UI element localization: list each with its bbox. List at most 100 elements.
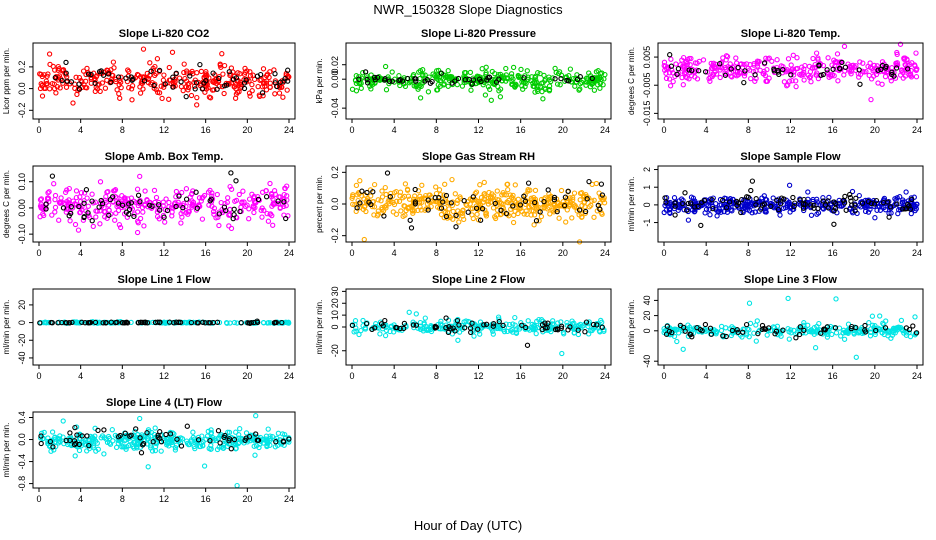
data-point [707, 212, 713, 218]
data-point [847, 191, 853, 198]
data-point [498, 207, 504, 213]
data-point [382, 317, 388, 324]
data-point [742, 68, 748, 74]
x-tick-label: 24 [284, 248, 294, 258]
data-point [774, 197, 780, 203]
data-point [74, 432, 80, 438]
data-point [483, 211, 489, 217]
data-point [512, 314, 518, 321]
data-point [150, 439, 156, 445]
data-point [477, 217, 484, 223]
x-tick-label: 4 [704, 371, 709, 381]
data-point [532, 187, 539, 194]
data-point [717, 74, 723, 81]
data-point [118, 74, 124, 80]
data-point [510, 219, 517, 226]
data-point [448, 326, 454, 332]
data-point [582, 204, 588, 210]
data-point [415, 86, 421, 92]
data-point [140, 441, 147, 447]
data-point [895, 324, 902, 330]
data-point [101, 427, 107, 433]
data-point [833, 296, 839, 302]
data-point [735, 200, 742, 206]
data-point [171, 431, 177, 437]
y-tick-label: -40 [642, 355, 652, 368]
data-point [356, 76, 362, 82]
data-point [52, 192, 59, 199]
data-point [230, 76, 237, 82]
data-point [867, 60, 873, 66]
data-point [801, 77, 807, 83]
data-point [117, 95, 123, 101]
data-point [254, 319, 261, 326]
data-point [246, 320, 252, 326]
data-point [279, 431, 286, 437]
data-point [427, 80, 434, 86]
data-point [401, 325, 407, 332]
data-point [265, 426, 271, 432]
data-point [438, 318, 444, 324]
data-point [808, 202, 814, 208]
data-point [811, 202, 817, 208]
data-point [873, 71, 880, 78]
data-point [189, 202, 195, 209]
x-tick-label: 24 [600, 125, 610, 135]
data-point [743, 61, 750, 67]
data-point [63, 70, 69, 76]
data-point [692, 206, 698, 213]
data-point [195, 320, 201, 326]
data-point [674, 338, 680, 345]
data-point [551, 209, 557, 215]
data-point [882, 207, 889, 213]
data-point [875, 67, 881, 73]
data-point [532, 89, 538, 95]
data-point [791, 68, 797, 75]
data-point [428, 328, 435, 335]
data-point [73, 74, 79, 80]
data-point [745, 65, 751, 71]
data-point [369, 326, 375, 333]
data-point [209, 190, 215, 196]
data-point [284, 193, 290, 199]
data-point [867, 333, 874, 339]
data-point [95, 427, 101, 434]
data-point [456, 219, 462, 225]
data-point [538, 80, 545, 86]
data-point [221, 204, 228, 210]
data-point [412, 186, 418, 193]
data-point [371, 212, 377, 218]
data-point [483, 321, 490, 327]
data-point [169, 49, 176, 55]
data-point [97, 179, 104, 185]
data-point [158, 448, 164, 454]
data-point [820, 198, 826, 204]
data-point [284, 87, 290, 93]
panel-y-label: degrees C per min. [2, 170, 11, 238]
data-point [204, 72, 210, 78]
data-point [755, 59, 761, 65]
data-point [599, 211, 605, 217]
data-point [599, 192, 606, 198]
data-point [579, 214, 585, 220]
data-point [455, 75, 462, 82]
data-point [663, 70, 669, 76]
data-point [777, 212, 783, 218]
data-point [872, 215, 878, 221]
data-point [445, 329, 452, 336]
x-tick-label: 0 [349, 371, 354, 381]
data-point [251, 319, 257, 326]
data-point [598, 181, 605, 187]
data-point [251, 76, 258, 83]
data-point [249, 81, 255, 88]
data-point [62, 189, 69, 196]
data-point [114, 87, 120, 93]
data-point [235, 440, 241, 447]
data-point [462, 325, 468, 331]
data-point [284, 183, 290, 189]
data-point [86, 320, 92, 326]
data-point [913, 74, 920, 80]
data-point [39, 93, 46, 99]
data-point [425, 89, 432, 95]
data-point [571, 330, 577, 336]
